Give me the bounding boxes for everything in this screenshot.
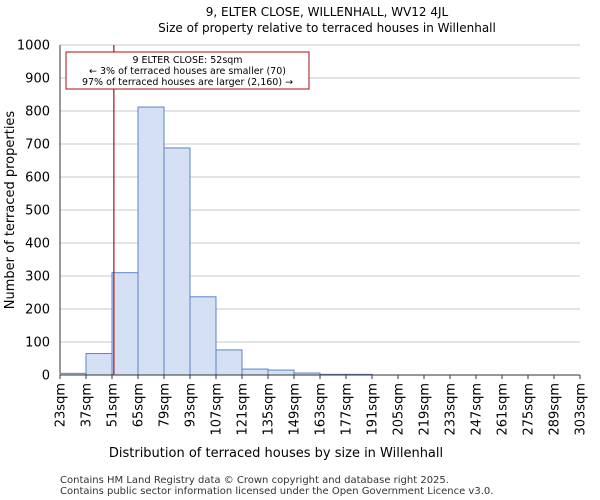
x-tick-label: 233sqm — [444, 383, 459, 436]
x-tick-label: 93sqm — [184, 383, 199, 427]
x-tick-label: 191sqm — [366, 383, 381, 436]
y-axis-label: Number of terraced properties — [3, 111, 18, 310]
footer-line-1: Contains HM Land Registry data © Crown c… — [60, 475, 449, 486]
y-tick-label: 100 — [25, 336, 50, 351]
marker: 9 ELTER CLOSE: 52sqm← 3% of terraced hou… — [65, 45, 310, 375]
bar — [111, 272, 139, 376]
x-tick-label: 65sqm — [132, 383, 147, 427]
x-tick-label: 37sqm — [80, 383, 95, 427]
x-tick-label: 247sqm — [470, 383, 485, 436]
y-tick-label: 1000 — [17, 39, 50, 54]
x-tick-label: 275sqm — [522, 383, 537, 436]
x-tick-label: 163sqm — [314, 383, 329, 436]
bar — [137, 106, 165, 376]
bar — [267, 369, 295, 376]
bar — [241, 368, 269, 376]
x-tick-label: 219sqm — [418, 383, 433, 436]
y-tick-label: 700 — [25, 138, 50, 153]
y-tick-label: 200 — [25, 303, 50, 318]
x-tick-label: 177sqm — [340, 383, 355, 436]
y-tick-label: 400 — [25, 237, 50, 252]
y-axis: 0 100 200 300 400 500 600 700 800 900 1000 — [17, 39, 580, 384]
x-tick-label: 135sqm — [262, 383, 277, 436]
x-tick-label: 261sqm — [496, 383, 511, 436]
y-tick-label: 0 — [42, 369, 50, 384]
bar — [215, 349, 243, 376]
x-tick-label: 107sqm — [210, 383, 225, 436]
bar — [85, 353, 113, 376]
annotation-line: 9 ELTER CLOSE: 52sqm — [132, 55, 242, 66]
y-tick-label: 900 — [25, 72, 50, 87]
x-tick-label: 51sqm — [106, 383, 121, 427]
x-tick-label: 79sqm — [158, 383, 173, 427]
bar — [189, 296, 217, 376]
x-tick-label: 289sqm — [548, 383, 563, 436]
annotation-box — [65, 51, 310, 90]
x-axis: 23sqm 37sqm 51sqm 65sqm 79sqm 93sqm 107sqm 121s… — [54, 374, 589, 436]
chart-subtitle: Size of property relative to terraced ho… — [158, 21, 496, 35]
x-tick-label: 149sqm — [288, 383, 303, 436]
x-tick-label: 205sqm — [392, 383, 407, 436]
x-tick-label: 303sqm — [574, 383, 589, 436]
x-axis-label: Distribution of terraced houses by size … — [109, 446, 443, 461]
footer-line-2: Contains public sector information licen… — [60, 486, 493, 497]
x-tick-label: 23sqm — [54, 383, 69, 427]
y-tick-label: 300 — [25, 270, 50, 285]
bar — [163, 147, 191, 376]
annotation-line: ← 3% of terraced houses are smaller (70) — [89, 66, 286, 77]
y-tick-label: 500 — [25, 204, 50, 219]
annotation-line: 97% of terraced houses are larger (2,160… — [82, 77, 293, 88]
bars — [59, 106, 373, 376]
chart-title: 9, ELTER CLOSE, WILLENHALL, WV12 4JL — [206, 5, 449, 19]
y-tick-label: 600 — [25, 171, 50, 186]
y-tick-label: 800 — [25, 105, 50, 120]
x-tick-label: 121sqm — [236, 383, 251, 436]
